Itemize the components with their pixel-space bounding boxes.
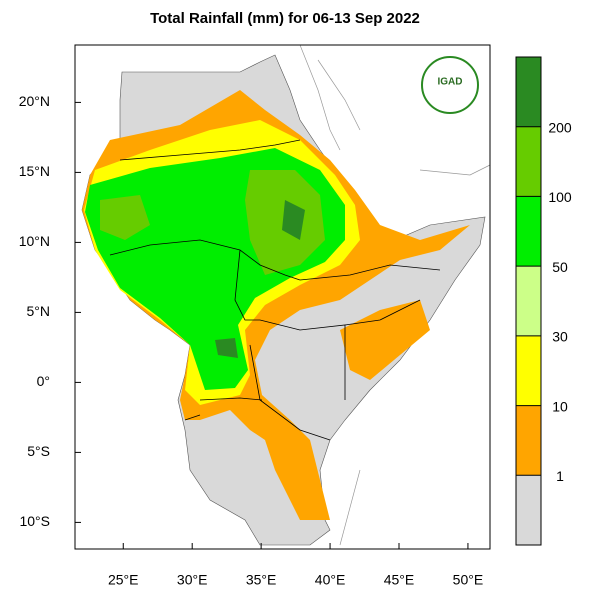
colorbar-tick-label: 10 xyxy=(552,398,568,414)
logo-circle xyxy=(421,56,479,114)
y-tick-label: 5°N xyxy=(27,303,51,319)
colorbar-tick-label: 50 xyxy=(552,259,568,275)
rain-100-200 xyxy=(100,195,150,240)
colorbar-swatch xyxy=(516,196,541,267)
colorbar-swatch xyxy=(516,266,541,336)
x-tick-label: 35°E xyxy=(246,572,277,588)
map-frame xyxy=(74,44,491,550)
colorbar-swatch xyxy=(516,405,541,476)
y-tick-label: 5°S xyxy=(27,443,50,459)
rain-1-10 xyxy=(340,300,430,380)
x-tick-label: 40°E xyxy=(315,572,346,588)
map-title: Total Rainfall (mm) for 06-13 Sep 2022 xyxy=(150,10,420,27)
logo: IGAD xyxy=(421,56,479,114)
country-borders xyxy=(109,139,441,441)
colorbar-swatch xyxy=(516,126,541,197)
colorbar-frame xyxy=(515,56,542,546)
x-tick-label: 30°E xyxy=(177,572,208,588)
y-tick-label: 10°N xyxy=(19,233,50,249)
colorbar-tick-label: 1 xyxy=(556,468,564,484)
colorbar-tick-label: 100 xyxy=(548,189,572,205)
y-tick-label: 20°N xyxy=(19,93,50,109)
outside-coastline xyxy=(299,44,491,546)
x-tick-label: 50°E xyxy=(453,572,484,588)
colorbar-swatch xyxy=(516,335,541,406)
map-area xyxy=(75,44,491,549)
colorbar-swatch xyxy=(516,57,541,127)
x-tick-label: 25°E xyxy=(108,572,139,588)
y-tick-label: 15°N xyxy=(19,163,50,179)
rain-200-plus xyxy=(282,200,305,240)
colorbar-tick-label: 30 xyxy=(552,329,568,345)
rain-200-plus xyxy=(215,338,238,358)
logo-text: IGAD xyxy=(438,77,463,88)
y-tick-label: 0° xyxy=(37,373,50,389)
colorbar-tick-label: 200 xyxy=(548,119,572,135)
y-tick-label: 10°S xyxy=(19,513,50,529)
colorbar-swatch xyxy=(516,475,541,545)
x-tick-label: 45°E xyxy=(384,572,415,588)
